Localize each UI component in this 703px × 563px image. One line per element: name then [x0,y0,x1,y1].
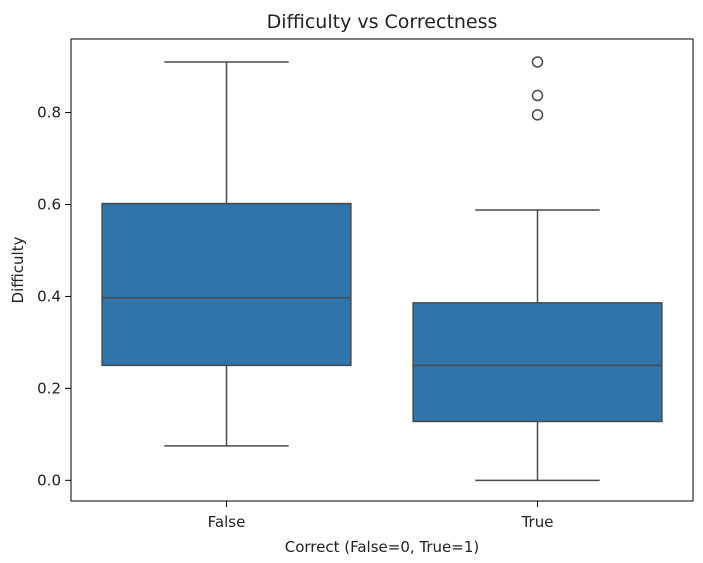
plot-frame [70,38,694,502]
plot-area [101,56,663,482]
x-axis-label: Correct (False=0, True=1) [285,538,480,556]
y-tick-label: 0.2 [37,379,61,397]
outlier-point-true-1 [531,89,544,102]
y-axis-label: Difficulty [9,236,27,303]
y-tick-label: 0.0 [37,471,61,489]
box-true [412,302,663,423]
x-tick-label: True [521,513,554,531]
y-tick-label: 0.8 [37,104,61,122]
outlier-point-true-0 [531,56,544,68]
y-tick-label: 0.6 [37,195,61,213]
box-false [101,202,352,367]
chart-title: Difficulty vs Correctness [267,11,498,33]
axes: 0.0 0.2 0.4 0.6 0.8 False True [37,104,553,531]
y-tick-label: 0.4 [37,287,61,305]
x-tick-label: False [208,513,246,531]
outlier-point-true-2 [531,109,544,121]
